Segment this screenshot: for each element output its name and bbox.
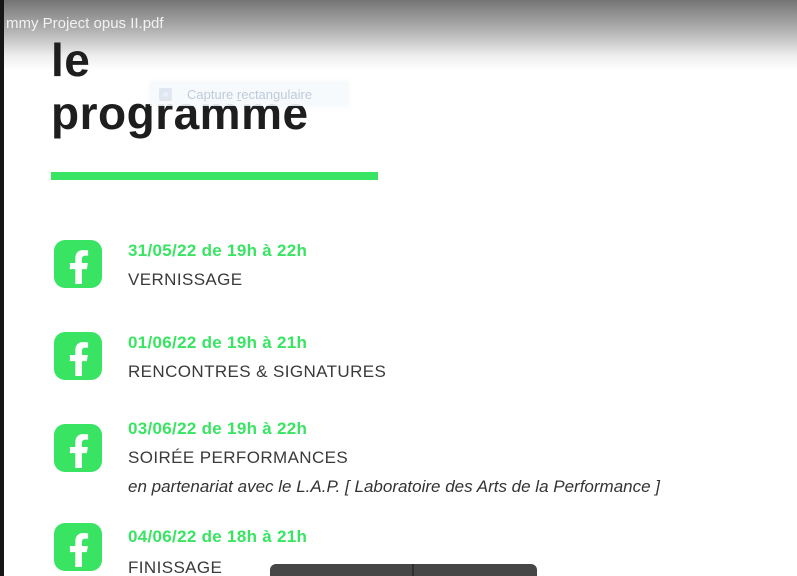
capture-label-accel: r xyxy=(236,86,242,102)
facebook-icon[interactable] xyxy=(54,424,102,472)
facebook-icon[interactable] xyxy=(54,523,102,571)
event-date: 31/05/22 de 19h à 22h xyxy=(128,241,308,260)
capture-region-icon xyxy=(159,87,172,101)
event-title: FINISSAGE xyxy=(128,558,223,576)
capture-label-suffix: ectangulaire xyxy=(241,86,313,102)
page-title: le programme xyxy=(51,34,309,140)
event-date: 04/06/22 de 18h à 21h xyxy=(128,527,308,546)
event-date: 01/06/22 de 19h à 21h xyxy=(128,333,308,352)
pdf-floating-toolbar[interactable] xyxy=(270,564,537,576)
left-edge-strip xyxy=(0,0,4,576)
event-title: SOIRÉE PERFORMANCES xyxy=(128,448,349,467)
toolbar-divider xyxy=(412,564,414,576)
heading-underline-rule xyxy=(51,172,378,180)
event-title: VERNISSAGE xyxy=(128,270,243,289)
window-title: mmy Project opus II.pdf xyxy=(6,15,164,32)
event-note: en partenariat avec le L.A.P. [ Laborato… xyxy=(128,477,661,496)
capture-label-prefix: Capture xyxy=(187,86,237,102)
facebook-icon[interactable] xyxy=(54,332,102,380)
page-title-line1: le xyxy=(51,34,91,86)
capture-rectangulaire-menu-item[interactable]: Capture rectangulaire xyxy=(150,82,348,106)
event-title: RENCONTRES & SIGNATURES xyxy=(128,362,387,381)
event-date: 03/06/22 de 19h à 22h xyxy=(128,419,308,438)
window-title-bar xyxy=(0,0,797,70)
capture-menu-label: Capture rectangulaire xyxy=(187,87,312,102)
facebook-icon[interactable] xyxy=(54,240,102,288)
